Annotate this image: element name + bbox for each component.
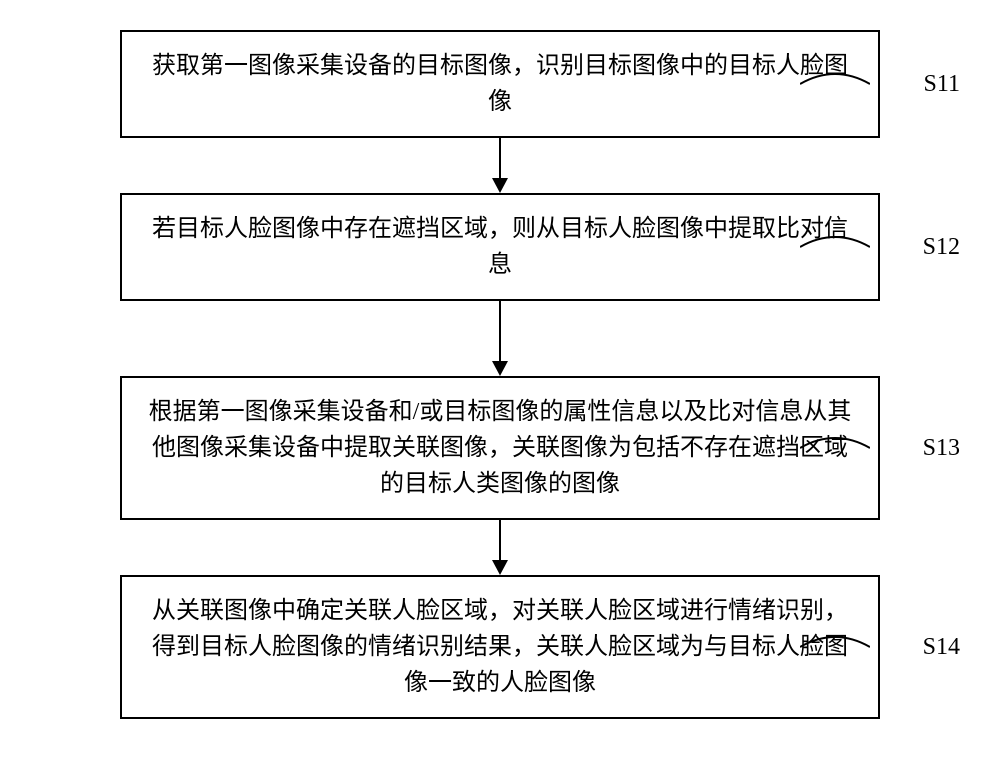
step-label: S14 [923,634,960,661]
step-text: 根据第一图像采集设备和/或目标图像的属性信息以及比对信息从其他图像采集设备中提取… [149,399,852,497]
step-label: S13 [923,435,960,462]
connector-curve-icon [800,627,870,667]
step-text: 获取第一图像采集设备的目标图像，识别目标图像中的目标人脸图像 [152,53,848,115]
label-container-s12: S12 [923,193,960,301]
step-row-2: 若目标人脸图像中存在遮挡区域，则从目标人脸图像中提取比对信息 S12 [40,193,960,301]
arrow-3 [40,520,960,575]
step-row-1: 获取第一图像采集设备的目标图像，识别目标图像中的目标人脸图像 S11 [40,30,960,138]
arrow-down-icon [485,138,515,193]
step-box-s13: 根据第一图像采集设备和/或目标图像的属性信息以及比对信息从其他图像采集设备中提取… [120,376,880,520]
connector-curve-icon [800,428,870,468]
step-row-4: 从关联图像中确定关联人脸区域，对关联人脸区域进行情绪识别，得到目标人脸图像的情绪… [40,575,960,719]
arrow-2 [40,301,960,376]
flowchart-container: 获取第一图像采集设备的目标图像，识别目标图像中的目标人脸图像 S11 若目标人脸… [40,30,960,719]
step-box-s11: 获取第一图像采集设备的目标图像，识别目标图像中的目标人脸图像 [120,30,880,138]
label-container-s14: S14 [923,575,960,719]
step-label: S12 [923,234,960,261]
step-box-s12: 若目标人脸图像中存在遮挡区域，则从目标人脸图像中提取比对信息 [120,193,880,301]
step-text: 若目标人脸图像中存在遮挡区域，则从目标人脸图像中提取比对信息 [152,216,848,278]
connector-curve-icon [800,64,870,104]
arrow-down-icon [485,520,515,575]
label-container-s13: S13 [923,376,960,520]
step-label: S11 [924,71,960,98]
step-row-3: 根据第一图像采集设备和/或目标图像的属性信息以及比对信息从其他图像采集设备中提取… [40,376,960,520]
step-box-s14: 从关联图像中确定关联人脸区域，对关联人脸区域进行情绪识别，得到目标人脸图像的情绪… [120,575,880,719]
connector-curve-icon [800,227,870,267]
arrow-1 [40,138,960,193]
label-container-s11: S11 [924,30,960,138]
arrow-down-icon [485,301,515,376]
step-text: 从关联图像中确定关联人脸区域，对关联人脸区域进行情绪识别，得到目标人脸图像的情绪… [152,598,848,696]
